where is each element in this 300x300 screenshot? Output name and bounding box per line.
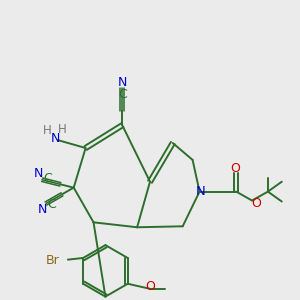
Text: N: N <box>33 167 43 180</box>
Text: O: O <box>251 197 261 210</box>
Text: H: H <box>43 124 51 137</box>
Text: C: C <box>44 172 52 185</box>
Text: C: C <box>118 88 127 101</box>
Text: C: C <box>47 198 56 211</box>
Text: N: N <box>196 185 206 198</box>
Text: N: N <box>118 76 127 89</box>
Text: N: N <box>37 203 47 216</box>
Text: Br: Br <box>46 254 59 268</box>
Text: O: O <box>146 280 155 293</box>
Text: H: H <box>57 123 66 136</box>
Text: N: N <box>51 132 61 145</box>
Text: O: O <box>230 162 240 175</box>
